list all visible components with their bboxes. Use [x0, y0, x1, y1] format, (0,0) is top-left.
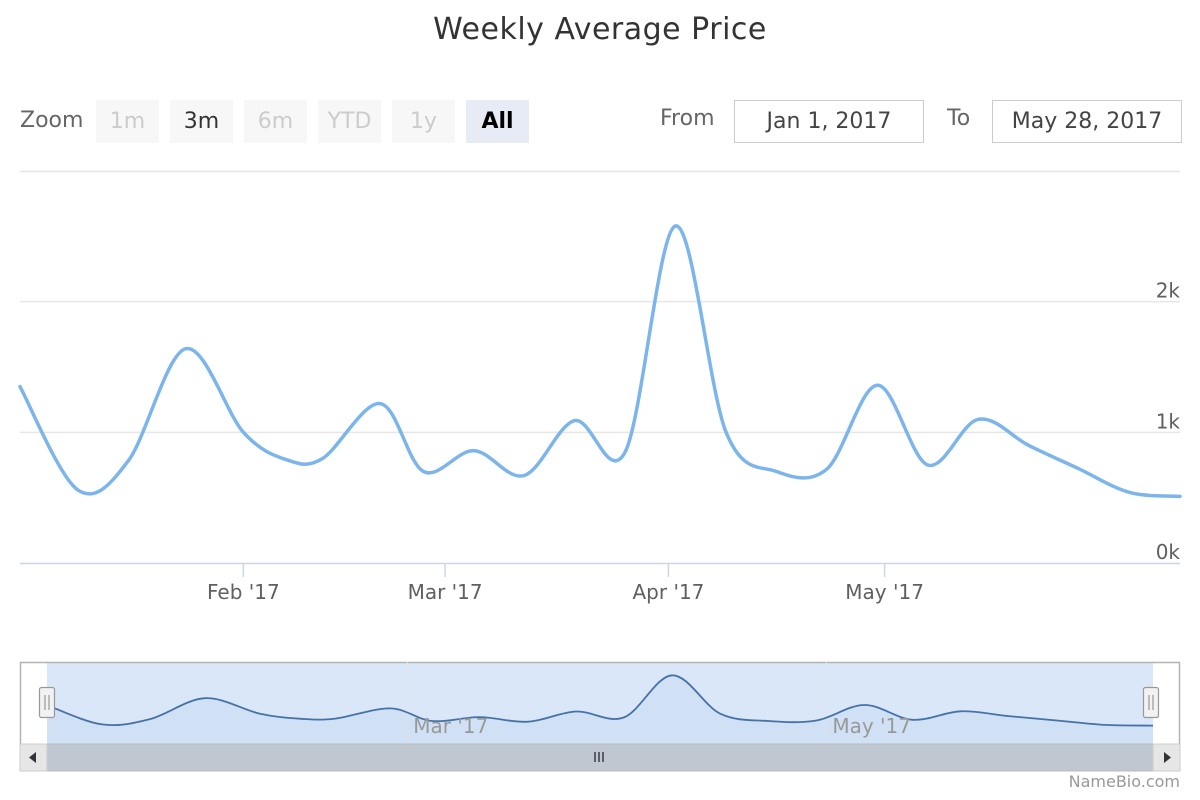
to-label: To [947, 106, 971, 131]
zoom-3m-button[interactable]: 3m [170, 100, 233, 143]
zoom-all-button[interactable]: All [466, 100, 529, 143]
chart-title: Weekly Average Price [433, 12, 767, 47]
scroll-left-button[interactable] [19, 743, 48, 772]
from-label: From [660, 106, 715, 131]
y-tick-label: 1k [1156, 409, 1181, 433]
navigator-series-line [46, 674, 1154, 727]
zoom-6m-button[interactable]: 6m [244, 100, 307, 143]
y-axis-labels: 0k 1k 2k [1156, 279, 1181, 564]
scroll-right-button[interactable] [1152, 743, 1181, 772]
zoom-1m-button[interactable]: 1m [96, 100, 159, 143]
arrow-right-icon [1164, 752, 1171, 763]
y-tick-label: 2k [1156, 279, 1181, 303]
zoom-label: Zoom [20, 108, 84, 133]
y-tick-label: 0k [1156, 540, 1181, 564]
from-date-input[interactable] [734, 100, 924, 143]
navigator-right-handle[interactable] [1142, 686, 1160, 719]
credits-link[interactable]: NameBio.com [1068, 772, 1180, 791]
zoom-1y-button[interactable]: 1y [392, 100, 455, 143]
navigator-left-handle[interactable] [38, 686, 56, 719]
to-date-input[interactable] [992, 100, 1182, 143]
arrow-left-icon [29, 752, 36, 763]
x-tick-label: Mar '17 [408, 580, 483, 604]
navigator-axis-labels: Mar '17 May '17 [413, 714, 911, 738]
navigator-tick-label: May '17 [832, 714, 911, 738]
scrollbar-thumb[interactable] [46, 743, 1154, 772]
navigator-tick-label: Mar '17 [413, 714, 488, 738]
navigator-grid [406, 662, 827, 744]
navigator-series-area [47, 675, 1153, 744]
x-tick-label: May '17 [845, 580, 924, 604]
x-tick-label: Apr '17 [632, 580, 704, 604]
grid-lines [20, 300, 1180, 434]
x-axis-ticks: Feb '17 Mar '17 Apr '17 May '17 [207, 563, 924, 604]
zoom-ytd-button[interactable]: YTD [318, 100, 381, 143]
series-line [18, 224, 1182, 499]
scrollbar-grip-icon [594, 752, 604, 762]
x-tick-label: Feb '17 [207, 580, 280, 604]
